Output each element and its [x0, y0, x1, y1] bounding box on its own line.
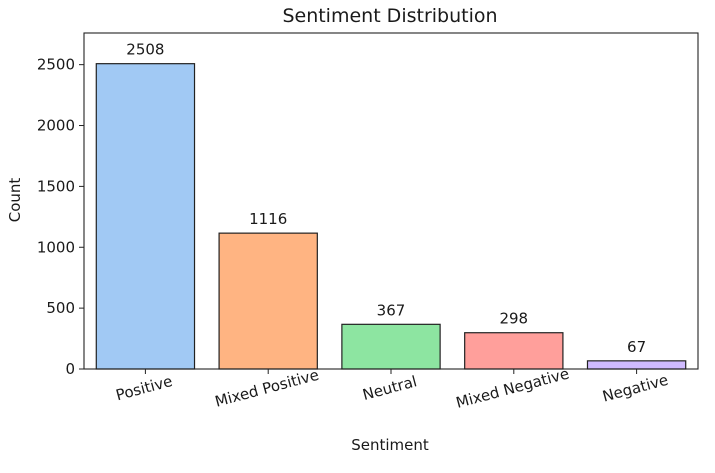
bar-value-label: 67: [627, 338, 646, 356]
y-tick-label: 2500: [37, 56, 75, 74]
x-tick-label: Mixed Negative: [454, 364, 571, 412]
y-axis: 0 500 1000 1500 2000 2500: [37, 56, 84, 378]
x-tick-label: Negative: [600, 371, 670, 406]
bar: [219, 233, 317, 369]
bar-value-label: 2508: [126, 41, 164, 59]
x-tick-label: Neutral: [361, 372, 419, 404]
x-tick-label: Mixed Positive: [213, 366, 321, 411]
x-tick-label: Positive: [114, 372, 175, 404]
bar: [587, 361, 685, 369]
bar: [465, 333, 563, 369]
y-tick-label: 500: [46, 299, 75, 317]
bar: [342, 324, 440, 369]
y-tick-label: 2000: [37, 117, 75, 135]
bar-value-label: 367: [377, 301, 406, 319]
bar-value-label: 298: [499, 310, 528, 328]
x-axis-label: Sentiment: [351, 436, 429, 454]
bars-group: [96, 64, 685, 369]
bar: [96, 64, 194, 369]
data-labels-group: 2508 1116 367 298 67: [126, 41, 646, 356]
y-axis-label: Count: [6, 178, 24, 223]
x-axis: Positive Mixed Positive Neutral Mixed Negat…: [114, 364, 670, 412]
bar-value-label: 1116: [249, 210, 287, 228]
y-tick-label: 1500: [37, 177, 75, 195]
y-tick-label: 0: [65, 360, 75, 378]
chart-title: Sentiment Distribution: [282, 5, 497, 27]
y-tick-label: 1000: [37, 238, 75, 256]
